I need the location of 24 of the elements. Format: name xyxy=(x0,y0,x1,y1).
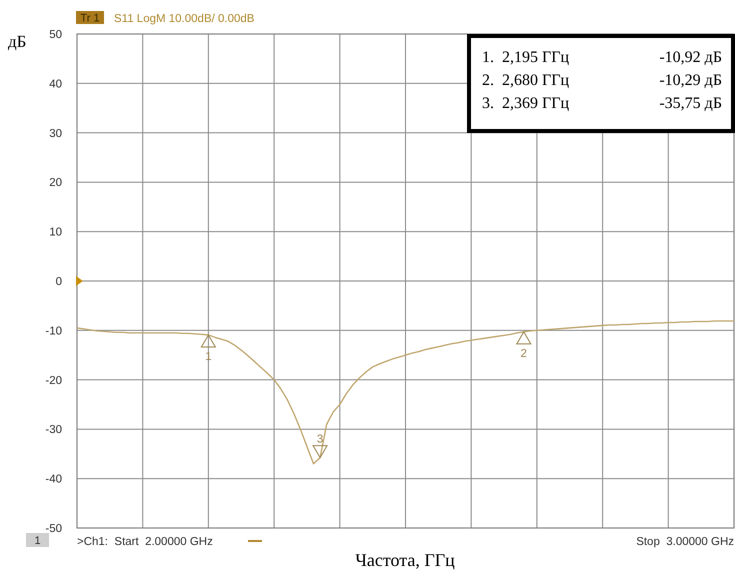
text: >Ch1: Start 2.00000 GHz xyxy=(77,536,214,548)
y-axis-title: дБ xyxy=(8,32,26,51)
y-tick-label: -50 xyxy=(45,523,62,535)
text: 2. 2,680 ГГц -10,29 дБ xyxy=(482,72,722,89)
text: 3. 2,369 ГГц -35,75 дБ xyxy=(482,95,722,112)
y-tick-label: 20 xyxy=(49,177,62,190)
annotation: 2 xyxy=(520,348,527,360)
y-tick-label: 50 xyxy=(49,29,62,41)
text: 1 xyxy=(34,535,41,547)
y-tick-label: -40 xyxy=(45,474,62,486)
x-axis-title: Частота, ГГц xyxy=(355,550,456,570)
annotation: 3 xyxy=(316,434,324,446)
y-tick-label: -30 xyxy=(45,424,62,436)
text: 1. 2,195 ГГц -10,92 дБ xyxy=(482,49,722,66)
y-tick-label: 0 xyxy=(56,276,62,288)
text: S11 LogM 10.00dB/ 0.00dB xyxy=(114,13,255,25)
y-tick-label: 40 xyxy=(49,78,62,90)
y-tick-label: 10 xyxy=(49,226,62,239)
text: Stop 3.00000 GHz xyxy=(636,536,734,548)
y-tick-label: -10 xyxy=(45,325,62,338)
y-tick-label: 30 xyxy=(49,128,62,140)
text: Tr 1 xyxy=(80,12,100,24)
y-tick-label: -20 xyxy=(45,374,62,387)
line-series xyxy=(76,320,735,464)
